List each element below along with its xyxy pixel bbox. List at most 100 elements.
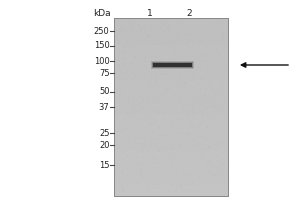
- Point: [142, 116, 147, 120]
- Point: [194, 155, 198, 158]
- Point: [121, 190, 126, 193]
- Point: [204, 25, 209, 28]
- Point: [216, 149, 221, 152]
- Point: [206, 118, 211, 122]
- Point: [145, 39, 150, 43]
- Point: [151, 117, 156, 120]
- Point: [212, 115, 217, 118]
- Point: [150, 45, 154, 48]
- Point: [129, 119, 134, 122]
- Point: [200, 76, 205, 80]
- Point: [182, 108, 186, 111]
- Point: [219, 162, 224, 165]
- Point: [201, 60, 206, 63]
- Point: [182, 48, 186, 51]
- Point: [168, 111, 172, 114]
- Point: [148, 138, 153, 141]
- Point: [144, 64, 149, 68]
- Point: [204, 140, 209, 143]
- Point: [218, 56, 223, 59]
- Point: [204, 54, 208, 57]
- Point: [202, 153, 207, 156]
- Point: [116, 106, 121, 109]
- Point: [128, 163, 133, 166]
- Point: [183, 167, 188, 170]
- Point: [167, 157, 172, 161]
- Point: [170, 149, 175, 152]
- Point: [197, 126, 202, 129]
- Point: [213, 148, 218, 152]
- Point: [181, 64, 185, 67]
- Point: [134, 162, 139, 165]
- Point: [160, 181, 165, 184]
- Point: [120, 138, 124, 142]
- Point: [128, 137, 133, 140]
- Point: [149, 63, 154, 67]
- Point: [127, 94, 131, 97]
- Point: [177, 115, 182, 118]
- Point: [120, 40, 125, 43]
- Point: [161, 118, 166, 121]
- Point: [126, 33, 130, 36]
- Point: [129, 120, 134, 123]
- Point: [165, 35, 170, 38]
- Point: [164, 72, 169, 75]
- Point: [122, 79, 127, 82]
- Point: [213, 74, 218, 77]
- Point: [133, 80, 138, 83]
- Point: [195, 33, 200, 36]
- Point: [211, 152, 216, 155]
- Point: [122, 160, 127, 163]
- Point: [128, 74, 133, 77]
- Point: [166, 123, 171, 126]
- Point: [164, 123, 169, 126]
- Point: [135, 156, 140, 159]
- Point: [202, 128, 206, 131]
- Point: [217, 21, 222, 24]
- Point: [130, 30, 135, 33]
- Point: [203, 33, 208, 36]
- Point: [131, 22, 136, 25]
- Point: [222, 165, 227, 168]
- Point: [219, 105, 224, 108]
- Point: [115, 33, 120, 36]
- Point: [218, 141, 223, 145]
- Point: [145, 79, 150, 82]
- Point: [141, 172, 146, 176]
- Point: [169, 179, 174, 182]
- Point: [176, 79, 181, 82]
- Point: [130, 115, 134, 119]
- Point: [160, 73, 165, 76]
- Point: [211, 116, 216, 120]
- Point: [120, 156, 125, 159]
- Point: [152, 149, 157, 152]
- Point: [150, 29, 155, 32]
- Point: [122, 52, 127, 55]
- Point: [154, 88, 159, 91]
- Point: [145, 39, 150, 42]
- Point: [117, 64, 122, 67]
- Point: [184, 118, 189, 121]
- Point: [191, 187, 196, 190]
- Point: [142, 25, 147, 28]
- Point: [128, 80, 133, 84]
- Point: [187, 189, 192, 192]
- Point: [194, 34, 199, 37]
- Point: [190, 138, 195, 141]
- Point: [170, 133, 175, 136]
- Point: [175, 42, 180, 46]
- Point: [155, 50, 160, 53]
- Point: [183, 175, 188, 179]
- Point: [159, 67, 164, 70]
- Point: [194, 142, 198, 145]
- Point: [218, 64, 223, 67]
- Point: [156, 124, 161, 127]
- Point: [211, 83, 216, 87]
- Point: [182, 83, 186, 86]
- Point: [175, 37, 179, 40]
- Point: [185, 41, 190, 45]
- Point: [195, 111, 200, 114]
- Point: [217, 183, 221, 186]
- Point: [196, 174, 201, 178]
- Point: [127, 111, 132, 114]
